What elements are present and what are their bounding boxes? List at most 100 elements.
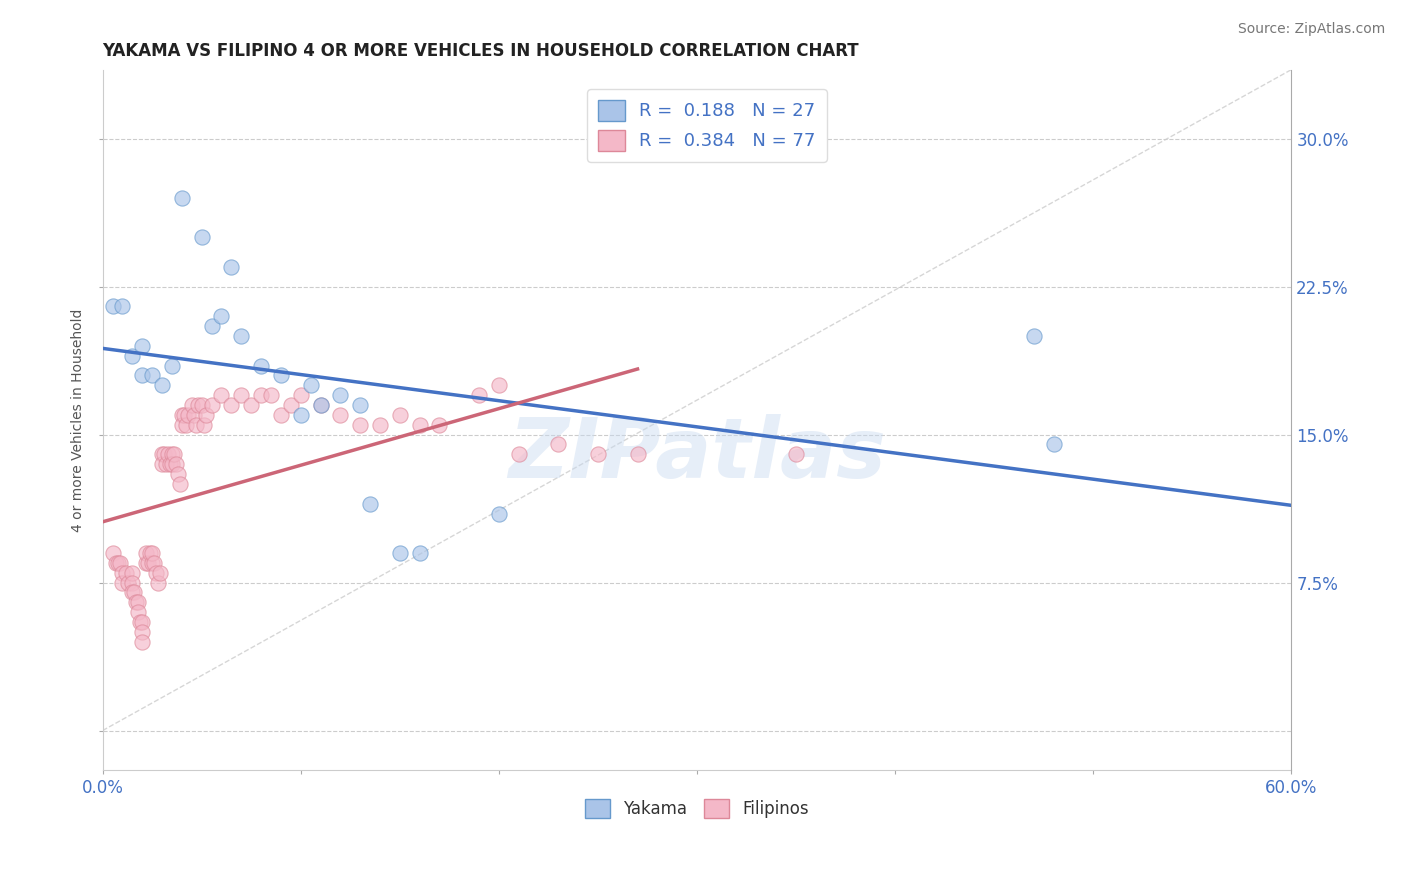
Point [111, 566, 134, 580]
Point [270, 408, 292, 422]
Point [135, 556, 157, 570]
Point [131, 624, 153, 639]
Point [121, 349, 143, 363]
Point [170, 408, 193, 422]
Point [111, 575, 134, 590]
Point [121, 575, 143, 590]
Point [124, 585, 146, 599]
Point [160, 447, 183, 461]
Point [177, 408, 200, 422]
Point [388, 546, 411, 560]
Point [131, 368, 153, 383]
Point [299, 378, 322, 392]
Point [270, 368, 292, 383]
Point [368, 417, 391, 432]
Point [167, 467, 190, 481]
Text: ZIPatlas: ZIPatlas [508, 415, 886, 495]
Point [184, 417, 207, 432]
Point [135, 546, 157, 560]
Y-axis label: 4 or more Vehicles in Household: 4 or more Vehicles in Household [72, 308, 86, 532]
Point [488, 507, 510, 521]
Point [165, 457, 187, 471]
Point [141, 556, 163, 570]
Point [231, 329, 253, 343]
Point [146, 575, 169, 590]
Point [150, 447, 173, 461]
Point [190, 230, 212, 244]
Point [329, 388, 352, 402]
Point [155, 457, 177, 471]
Point [200, 398, 222, 412]
Point [156, 447, 179, 461]
Point [125, 595, 148, 609]
Point [468, 388, 491, 402]
Point [187, 398, 209, 412]
Text: YAKAMA VS FILIPINO 4 OR MORE VEHICLES IN HOUSEHOLD CORRELATION CHART: YAKAMA VS FILIPINO 4 OR MORE VEHICLES IN… [103, 42, 859, 60]
Point [194, 408, 217, 422]
Point [160, 359, 183, 373]
Point [105, 556, 128, 570]
Point [240, 398, 263, 412]
Point [1042, 437, 1064, 451]
Text: Source: ZipAtlas.com: Source: ZipAtlas.com [1237, 22, 1385, 37]
Point [349, 417, 371, 432]
Legend: Yakama, Filipinos: Yakama, Filipinos [578, 792, 815, 825]
Point [111, 299, 134, 313]
Point [131, 339, 153, 353]
Point [174, 417, 197, 432]
Point [163, 447, 186, 461]
Point [145, 566, 167, 580]
Point [141, 368, 163, 383]
Point [170, 191, 193, 205]
Point [190, 398, 212, 412]
Point [211, 388, 233, 402]
Point [349, 398, 371, 412]
Point [101, 299, 124, 313]
Point [508, 447, 530, 461]
Point [110, 556, 132, 570]
Point [429, 417, 451, 432]
Point [183, 408, 205, 422]
Point [141, 546, 163, 560]
Point [149, 566, 172, 580]
Point [150, 457, 173, 471]
Point [309, 398, 332, 412]
Point [280, 398, 302, 412]
Point [170, 417, 193, 432]
Point [211, 310, 233, 324]
Point [121, 585, 143, 599]
Point [221, 260, 243, 274]
Point [136, 556, 159, 570]
Point [626, 447, 648, 461]
Point [139, 546, 162, 560]
Point [290, 408, 312, 422]
Point [127, 595, 149, 609]
Point [408, 417, 430, 432]
Point [1022, 329, 1045, 343]
Point [250, 359, 273, 373]
Point [547, 437, 569, 451]
Point [131, 634, 153, 648]
Point [115, 566, 138, 580]
Point [121, 566, 143, 580]
Point [488, 378, 510, 392]
Point [101, 546, 124, 560]
Point [388, 408, 411, 422]
Point [329, 408, 352, 422]
Point [160, 457, 183, 471]
Point [309, 398, 332, 412]
Point [169, 477, 191, 491]
Point [150, 378, 173, 392]
Point [153, 447, 176, 461]
Point [221, 398, 243, 412]
Point [785, 447, 807, 461]
Point [250, 388, 273, 402]
Point [408, 546, 430, 560]
Point [359, 497, 381, 511]
Point [200, 319, 222, 334]
Point [193, 417, 215, 432]
Point [290, 388, 312, 402]
Point [131, 615, 153, 629]
Point [260, 388, 283, 402]
Point [173, 408, 195, 422]
